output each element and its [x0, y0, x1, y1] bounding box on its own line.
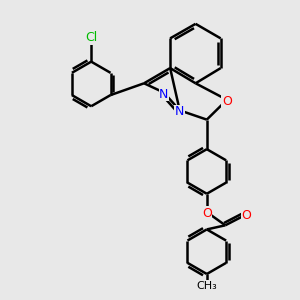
Text: O: O	[242, 209, 251, 222]
Text: N: N	[159, 88, 169, 100]
Text: Cl: Cl	[85, 31, 97, 44]
Text: CH₃: CH₃	[196, 281, 217, 291]
Text: O: O	[222, 95, 232, 108]
Text: N: N	[175, 105, 184, 119]
Text: O: O	[202, 207, 212, 220]
